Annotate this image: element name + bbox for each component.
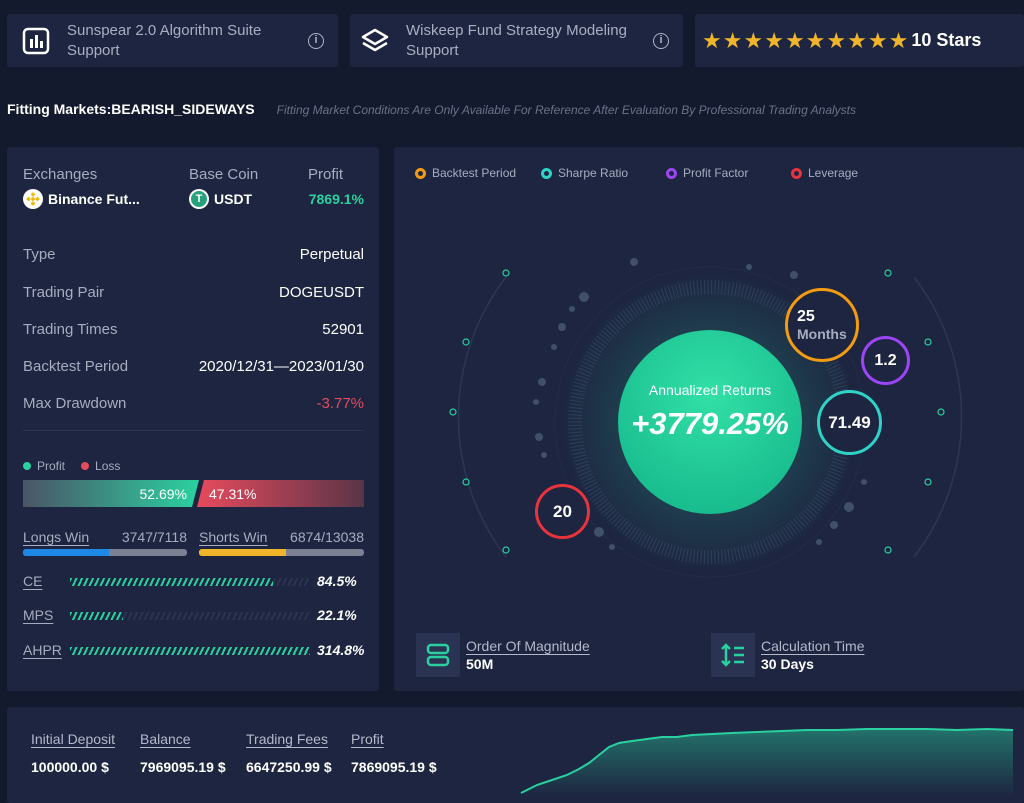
basecoin-value: USDT: [214, 191, 253, 207]
shorts-win: Shorts Win 6874/13038: [199, 529, 364, 556]
detail-value: 2020/12/31—2023/01/30: [198, 358, 364, 375]
algorithm-suite-card[interactable]: Sunspear 2.0 Algorithm Suite Support i: [7, 14, 338, 67]
magnitude-value: 50M: [466, 656, 494, 672]
metric-bar: [70, 612, 310, 620]
detail-label: Max Drawdown: [23, 395, 127, 412]
backtest-period-bubble: 25 Months: [785, 288, 859, 362]
fitting-markets-note: Fitting Market Conditions Are Only Avail…: [276, 103, 857, 117]
annualized-value: +3779.25%: [631, 406, 789, 441]
rating-card: ★ ★ ★ ★ ★ ★ ★ ★ ★ ★ 10 Stars: [695, 14, 1024, 67]
binance-icon: [23, 189, 43, 209]
star-rating: ★ ★ ★ ★ ★ ★ ★ ★ ★ ★: [702, 27, 909, 53]
star-icon: ★: [805, 27, 826, 53]
detail-value: -3.77%: [316, 395, 364, 412]
fund-strategy-card[interactable]: Wiskeep Fund Strategy Modeling Support i: [350, 14, 683, 67]
star-icon: ★: [702, 27, 722, 53]
detail-row: Trading Times 52901: [23, 321, 364, 338]
legend-item: Profit Factor: [666, 166, 791, 180]
legend-item: Leverage: [791, 166, 901, 180]
metric-value: 84.5%: [317, 573, 357, 589]
star-icon: ★: [847, 27, 867, 53]
legend-profit: Profit: [23, 459, 65, 473]
detail-value: Perpetual: [299, 246, 364, 263]
star-icon: ★: [722, 27, 743, 53]
metric-value: 314.8%: [317, 642, 365, 658]
star-icon: ★: [743, 27, 764, 53]
metric-label: MPS: [23, 607, 54, 623]
profit-block: Profit 7869.1%: [308, 166, 364, 207]
divider: [23, 430, 364, 431]
fund-strategy-label: Wiskeep Fund Strategy Modeling Support: [406, 21, 627, 59]
profit-pct: 52.69%: [139, 486, 187, 502]
detail-row: Max Drawdown -3.77%: [23, 395, 364, 412]
initial-deposit: Initial Deposit 100000.00 $: [31, 731, 116, 775]
longs-win: Longs Win 3747/7118: [23, 529, 187, 556]
sharpe-ratio-bubble: 71.49: [817, 390, 882, 455]
layers-icon: [360, 26, 390, 56]
rating-label: 10 Stars: [911, 30, 982, 50]
detail-label: Trading Pair: [23, 284, 105, 301]
detail-label: Type: [23, 246, 56, 263]
detail-value: DOGEUSDT: [278, 284, 364, 301]
metric-label: CE: [23, 573, 43, 589]
detail-row: Type Perpetual: [23, 246, 364, 263]
sort-icon: [711, 633, 755, 677]
profit-value: 7869.1%: [308, 191, 364, 207]
trading-fees: Trading Fees 6647250.99 $: [246, 731, 332, 775]
star-icon: ★: [764, 27, 784, 53]
profit-label: Profit: [307, 166, 343, 183]
bottom-profit: Profit 7869095.19 $: [351, 731, 437, 775]
annualized-returns: Annualized Returns +3779.25%: [618, 382, 802, 442]
detail-row: Trading Pair DOGEUSDT: [23, 284, 364, 301]
loss-pct: 47.31%: [209, 486, 257, 502]
magnitude-label: Order Of Magnitude: [466, 638, 590, 654]
info-icon[interactable]: i: [653, 32, 669, 49]
calc-time-label: Calculation Time: [761, 638, 865, 654]
returns-panel: Backtest Period Sharpe Ratio Profit Factor…: [394, 147, 1024, 691]
annualized-label: Annualized Returns: [648, 382, 772, 398]
calculation-time: Calculation Time 30 Days: [711, 633, 865, 677]
profit-loss-bar: 52.69% 47.31%: [23, 480, 364, 507]
exchange-value: Binance Fut...: [48, 191, 140, 207]
strategy-details-panel: Exchanges Binance Fut... Base Coin T USD…: [7, 147, 379, 691]
profit-loss-legend: Profit Loss: [23, 459, 120, 473]
calc-time-value: 30 Days: [761, 656, 814, 672]
leverage-bubble: 20: [535, 484, 590, 539]
exchanges-block: Exchanges Binance Fut...: [23, 166, 173, 209]
info-icon[interactable]: i: [308, 32, 324, 49]
balance: Balance 7969095.19 $: [140, 731, 226, 775]
order-of-magnitude: Order Of Magnitude 50M: [416, 633, 590, 677]
metric-bar: [70, 647, 310, 655]
basecoin-label: Base Coin: [189, 166, 259, 183]
exchanges-label: Exchanges: [23, 166, 98, 183]
balance-strip: Initial Deposit 100000.00 $ Balance 7969…: [7, 707, 1024, 803]
star-icon: ★: [826, 27, 847, 53]
detail-value: 52901: [322, 321, 364, 338]
profit-factor-bubble: 1.2: [861, 336, 910, 385]
detail-label: Backtest Period: [23, 358, 129, 375]
balance-curve: [520, 727, 1014, 797]
basecoin-block: Base Coin T USDT: [189, 166, 258, 209]
star-icon: ★: [784, 27, 805, 53]
star-icon: ★: [867, 27, 888, 53]
database-icon: [416, 633, 460, 677]
detail-label: Trading Times: [23, 321, 118, 338]
metric-value: 22.1%: [317, 607, 357, 623]
legend-loss: Loss: [81, 459, 120, 473]
metric-label: AHPR: [23, 642, 62, 658]
chart-icon: [21, 26, 51, 56]
metric-bar: [70, 578, 310, 586]
detail-row: Backtest Period 2020/12/31—2023/01/30: [23, 358, 364, 375]
algorithm-suite-label: Sunspear 2.0 Algorithm Suite Support: [67, 21, 262, 59]
legend-item: Sharpe Ratio: [541, 166, 666, 180]
chart-legend: Backtest Period Sharpe Ratio Profit Factor…: [415, 166, 901, 180]
fitting-markets-row: Fitting Markets:BEARISH_SIDEWAYS Fitting…: [7, 101, 856, 117]
star-icon: ★: [888, 27, 909, 53]
legend-item: Backtest Period: [415, 166, 541, 180]
fitting-markets-label: Fitting Markets:BEARISH_SIDEWAYS: [7, 101, 255, 117]
usdt-icon: T: [189, 189, 209, 209]
